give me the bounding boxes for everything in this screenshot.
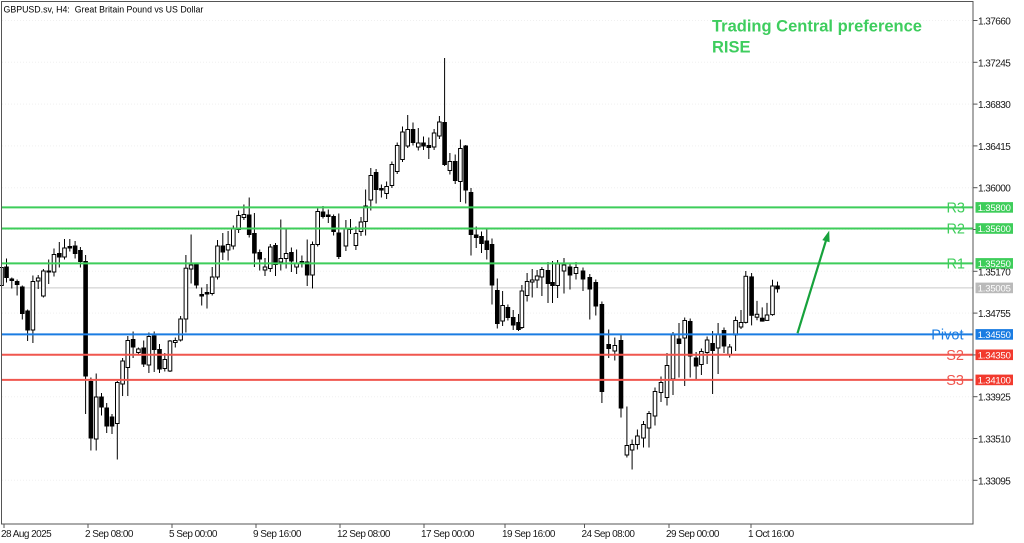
svg-text:1.35800: 1.35800 <box>978 203 1011 214</box>
svg-text:29 Sep 00:00: 29 Sep 00:00 <box>666 529 720 540</box>
svg-text:1.36415: 1.36415 <box>978 142 1011 153</box>
svg-text:1.36000: 1.36000 <box>978 184 1011 195</box>
svg-text:S2: S2 <box>946 348 964 364</box>
svg-text:S3: S3 <box>946 373 964 389</box>
svg-text:24 Sep 08:00: 24 Sep 08:00 <box>582 529 636 540</box>
svg-text:Pivot: Pivot <box>931 327 963 343</box>
svg-text:1.33510: 1.33510 <box>978 435 1011 446</box>
svg-text:17 Sep 00:00: 17 Sep 00:00 <box>421 529 475 540</box>
svg-text:1.35250: 1.35250 <box>978 259 1011 270</box>
svg-text:1.35005: 1.35005 <box>978 284 1011 295</box>
svg-text:9 Sep 16:00: 9 Sep 16:00 <box>253 529 302 540</box>
svg-text:1.34755: 1.34755 <box>978 309 1011 320</box>
svg-text:GBPUSD.sv, H4: Great Britain: GBPUSD.sv, H4: Great Britain Pound vs US… <box>4 4 204 14</box>
svg-text:R1: R1 <box>946 256 965 272</box>
svg-text:2 Sep 08:00: 2 Sep 08:00 <box>85 529 134 540</box>
svg-text:R3: R3 <box>946 200 965 216</box>
svg-text:5 Sep 00:00: 5 Sep 00:00 <box>169 529 218 540</box>
svg-text:Trading Central preference: Trading Central preference <box>712 18 922 36</box>
svg-text:1.34550: 1.34550 <box>978 330 1011 341</box>
svg-text:1.35170: 1.35170 <box>978 267 1011 278</box>
svg-text:1.36830: 1.36830 <box>978 100 1011 111</box>
svg-text:R2: R2 <box>946 222 965 238</box>
svg-text:19 Sep 16:00: 19 Sep 16:00 <box>502 529 556 540</box>
svg-text:1.35600: 1.35600 <box>978 224 1011 235</box>
svg-text:12 Sep 08:00: 12 Sep 08:00 <box>337 529 391 540</box>
svg-text:1.34350: 1.34350 <box>978 350 1011 361</box>
svg-text:1.37245: 1.37245 <box>978 58 1011 69</box>
svg-text:1.33925: 1.33925 <box>978 393 1011 404</box>
svg-text:1.37660: 1.37660 <box>978 17 1011 28</box>
svg-text:1 Oct 16:00: 1 Oct 16:00 <box>748 529 795 540</box>
svg-text:1.34100: 1.34100 <box>978 376 1011 387</box>
svg-text:28 Aug 2025: 28 Aug 2025 <box>1 529 52 540</box>
svg-text:RISE: RISE <box>712 39 751 57</box>
svg-text:1.33095: 1.33095 <box>978 476 1011 487</box>
